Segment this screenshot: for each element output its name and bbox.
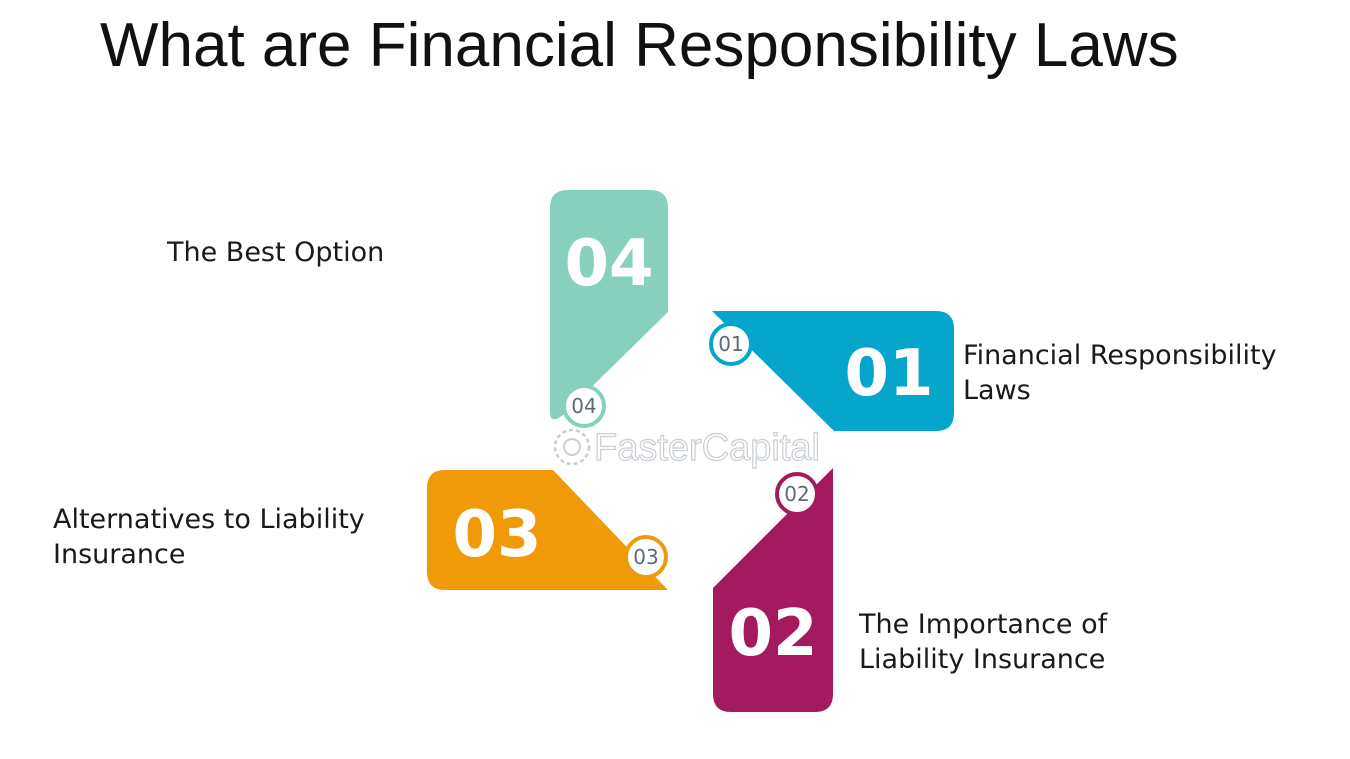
step-03-shape (427, 470, 668, 590)
watermark-text: FasterCapital (594, 427, 820, 469)
svg-text:01: 01 (718, 332, 743, 356)
gear-icon (553, 428, 591, 466)
step-01-badge: 01 (709, 322, 753, 366)
step-04-badge: 04 (562, 384, 606, 428)
step-03-badge: 03 (624, 535, 668, 579)
step-04-shape (550, 190, 668, 420)
step-02-badge: 02 (775, 472, 819, 516)
step-04-number: 04 (564, 227, 653, 301)
step-01-shape (712, 311, 954, 431)
step-03-number: 03 (452, 498, 541, 572)
step-01-number: 01 (844, 337, 933, 411)
step-04-label: The Best Option (167, 237, 385, 268)
step-02-label: The Importance of Liability Insurance (859, 609, 1108, 675)
fastercapital-watermark: FasterCapital (553, 426, 821, 470)
svg-text:03: 03 (633, 545, 658, 569)
svg-text:04: 04 (571, 394, 596, 418)
page-title: What are Financial Responsibility Laws (100, 11, 1179, 80)
svg-text:02: 02 (784, 482, 809, 506)
step-01-label: Financial Responsibility Laws (963, 340, 1277, 406)
step-02-shape (713, 468, 833, 712)
step-02-number: 02 (728, 597, 817, 671)
step-03-label: Alternatives to Liability Insurance (53, 504, 365, 570)
